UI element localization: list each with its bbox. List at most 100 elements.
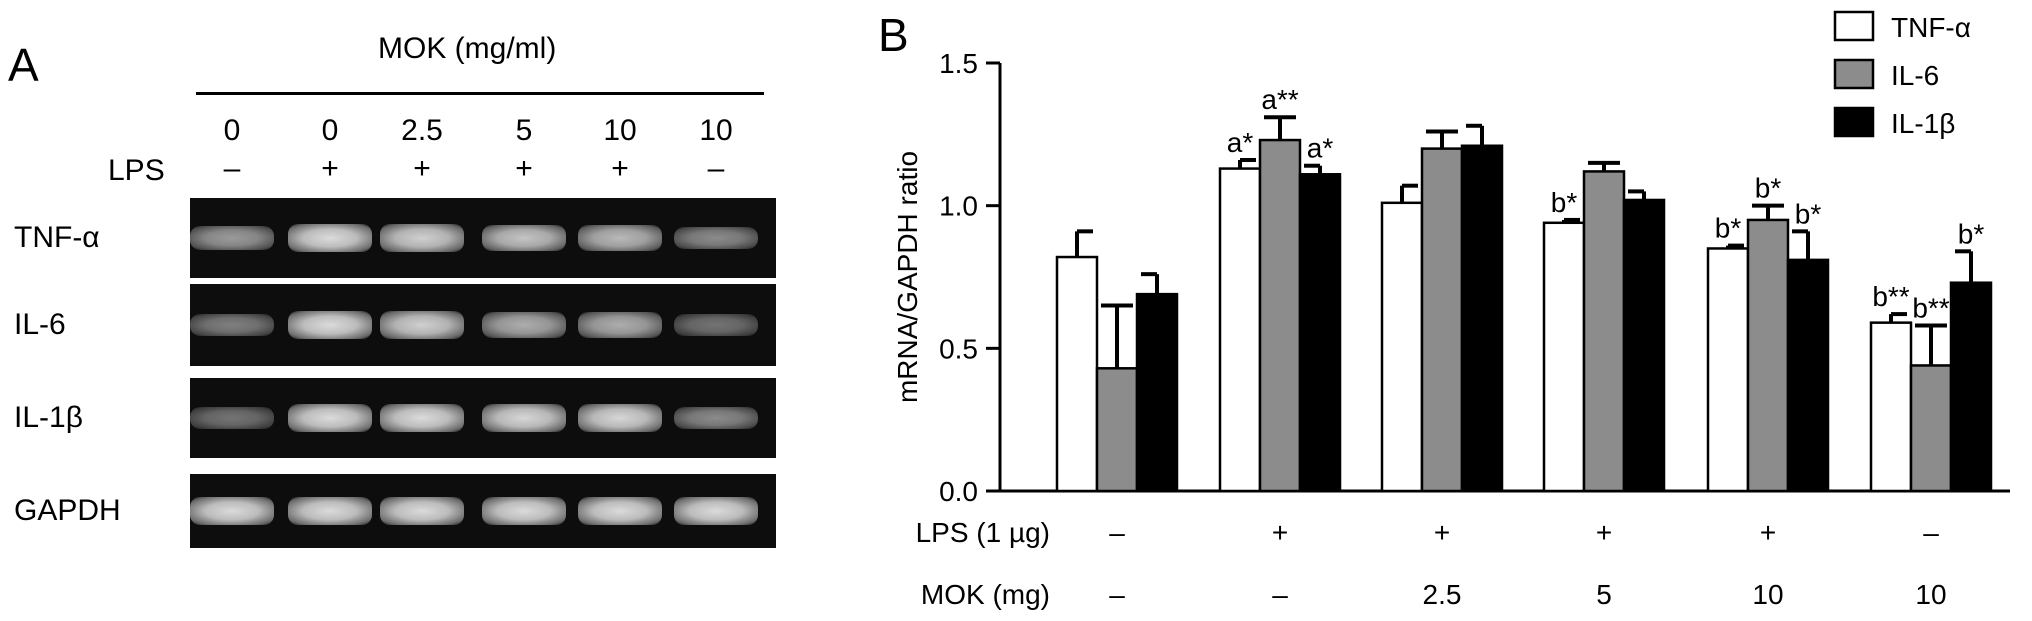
significance-label: b*: [1551, 187, 1578, 218]
lps-treatment: +: [1434, 517, 1450, 548]
gel-band: [380, 224, 464, 252]
y-tick-label: 0.5: [939, 333, 978, 364]
gel-band: [288, 496, 372, 526]
dose-label: 0: [223, 114, 241, 147]
significance-label: b**: [1912, 293, 1949, 324]
gel-image: [190, 284, 776, 366]
gel-label: GAPDH: [14, 494, 121, 527]
legend-label: IL-1β: [1891, 108, 1955, 139]
gel-band: [674, 406, 758, 430]
panel-a-label: A: [8, 39, 39, 91]
gel-band: [674, 226, 758, 250]
significance-label: b*: [1715, 213, 1742, 244]
y-tick-label: 1.0: [939, 191, 978, 222]
significance-label: a*: [1227, 127, 1254, 158]
dose-label: 10: [603, 114, 637, 147]
lps-sign: +: [321, 152, 339, 185]
lps-sign: +: [515, 152, 533, 185]
gel-image: [190, 198, 776, 278]
lps-treatment: +: [1596, 517, 1612, 548]
gel-band: [288, 403, 372, 433]
lps-sign: –: [223, 152, 241, 185]
legend-swatch: [1833, 58, 1875, 90]
legend-swatch: [1833, 106, 1875, 138]
mok-treatment: 10: [1752, 579, 1783, 610]
gel-band: [288, 223, 372, 253]
y-tick-label: 1.5: [939, 48, 978, 79]
panel-b-label: B: [878, 9, 909, 61]
dose-label: 2.5: [401, 114, 443, 147]
gel-band: [482, 403, 566, 433]
bar: [1869, 321, 1913, 493]
gel-label: IL-6: [14, 308, 66, 341]
lps-row-label: LPS (1 µg): [916, 517, 1050, 548]
gel-band: [578, 225, 662, 251]
mok-header: MOK (mg/ml): [378, 32, 557, 65]
lps-sign: +: [413, 152, 431, 185]
legend-label: IL-6: [1891, 60, 1939, 91]
gel-band: [578, 496, 662, 526]
y-axis-label: mRNA/GAPDH ratio: [892, 151, 923, 403]
gel-band: [190, 407, 274, 429]
gel-band: [578, 403, 662, 433]
gel-band: [674, 496, 758, 526]
lps-treatment: +: [1272, 517, 1288, 548]
gel-image: [190, 378, 776, 458]
gel-band: [380, 496, 464, 526]
significance-label: b**: [1872, 281, 1909, 312]
gel-band: [288, 310, 372, 340]
lps-treatment: –: [1109, 517, 1125, 548]
header-underline: [196, 92, 764, 95]
significance-label: b*: [1958, 218, 1985, 249]
lps-treatment: –: [1923, 517, 1939, 548]
gel-band: [190, 314, 274, 336]
gel-band: [482, 496, 566, 526]
y-tick-label: 0.0: [939, 476, 978, 507]
gel-label: TNF-α: [14, 221, 100, 254]
mok-row-label: MOK (mg): [921, 579, 1050, 610]
mok-treatment: –: [1272, 579, 1288, 610]
gel-band: [578, 312, 662, 338]
gel-image: [190, 474, 776, 548]
bar: [1909, 364, 1953, 493]
lps-treatment: +: [1760, 517, 1776, 548]
lps-row-label: LPS: [108, 154, 165, 187]
gel-band: [482, 224, 566, 252]
lps-sign: –: [707, 152, 725, 185]
bar: [1258, 138, 1302, 493]
lps-sign: +: [611, 152, 629, 185]
bar: [1095, 367, 1139, 493]
mok-treatment: 5: [1596, 579, 1612, 610]
mok-treatment: 2.5: [1423, 579, 1462, 610]
mok-treatment: –: [1109, 579, 1125, 610]
bar: [1055, 255, 1099, 493]
legend-swatch: [1833, 10, 1875, 42]
significance-label: a**: [1261, 84, 1298, 115]
bar: [1298, 173, 1342, 493]
gel-label: IL-1β: [14, 401, 83, 434]
bar: [1218, 167, 1262, 493]
dose-label: 5: [515, 114, 533, 147]
bar: [1706, 247, 1750, 493]
bar: [1786, 258, 1830, 493]
bar: [1460, 144, 1504, 493]
mok-treatment: 10: [1915, 579, 1946, 610]
bar: [1542, 221, 1586, 493]
bar: [1746, 218, 1790, 493]
bar: [1949, 281, 1993, 493]
gel-band: [190, 226, 274, 250]
panel-a: A MOK (mg/ml) 0 0 2.5 5 10 10 LPS – + + + + – TNF-…: [0, 0, 1000, 621]
gel-band: [380, 311, 464, 339]
gel-band: [190, 496, 274, 526]
bar: [1380, 201, 1424, 493]
dose-label: 0: [321, 114, 339, 147]
significance-label: b*: [1755, 173, 1782, 204]
bar: [1622, 198, 1666, 493]
dose-label: 10: [699, 114, 733, 147]
bar: [1582, 170, 1626, 493]
legend-label: TNF-α: [1891, 12, 1971, 43]
significance-label: b*: [1795, 198, 1822, 229]
gel-band: [674, 314, 758, 336]
